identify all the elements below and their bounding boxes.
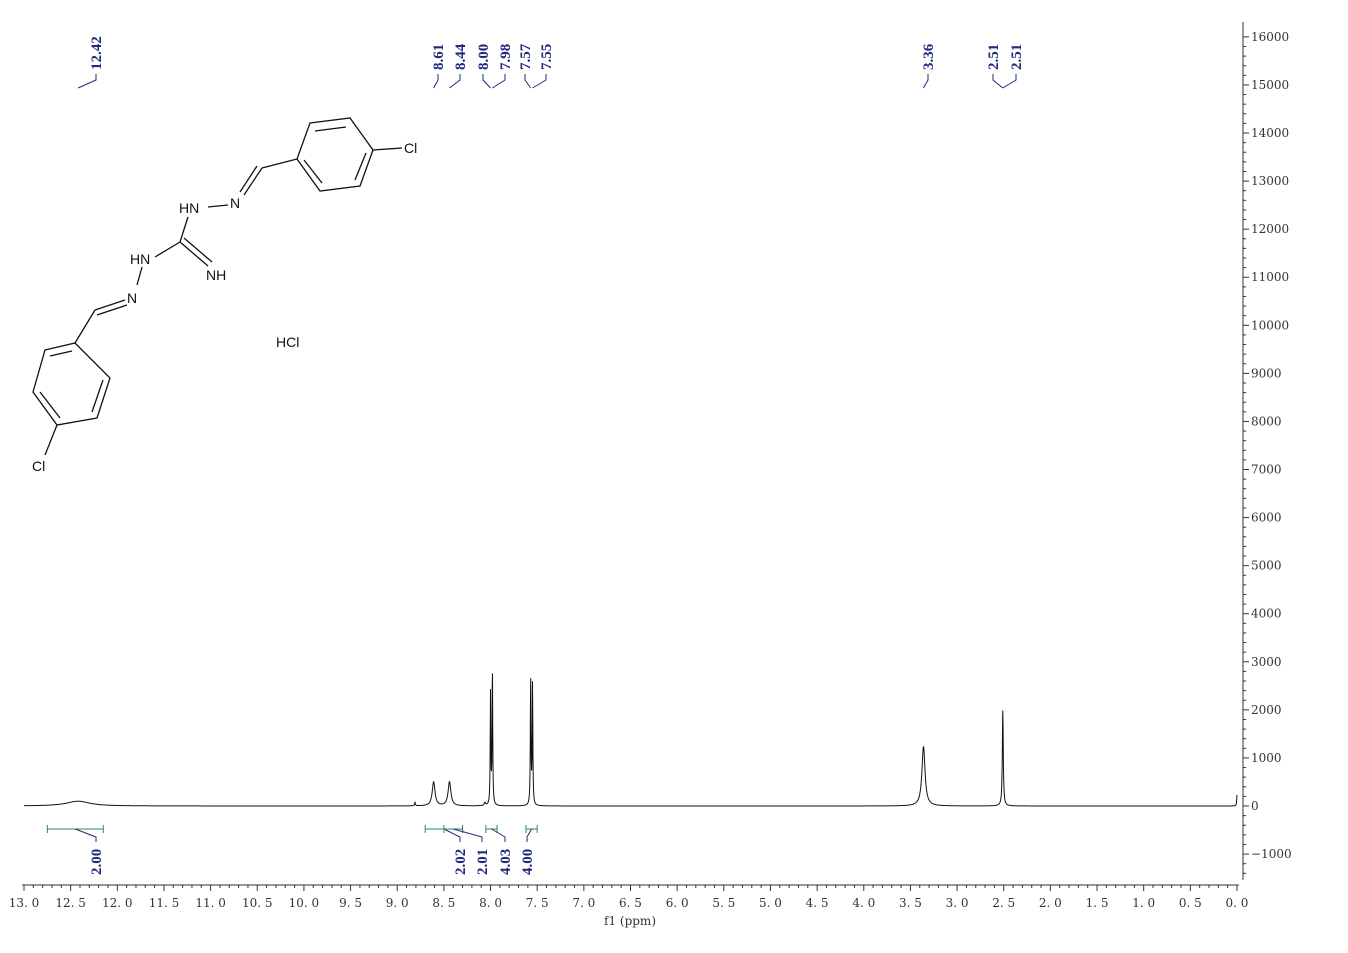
peak-label-connector-5 xyxy=(524,74,532,89)
x-tick-label-18: 4. 0 xyxy=(852,896,875,910)
y-tick-label-15: 1000 xyxy=(1251,751,1282,765)
integral-connector-4 xyxy=(526,828,533,842)
x-tick-label-23: 1. 5 xyxy=(1086,896,1109,910)
mol-label-hcl: HCl xyxy=(276,334,299,350)
y-tick-label-6: 10000 xyxy=(1251,318,1289,332)
y-tick-label-2: 14000 xyxy=(1251,126,1289,140)
peak-label-0: 12.42 xyxy=(89,36,105,70)
y-tick-label-11: 5000 xyxy=(1251,559,1282,573)
molecule-structure xyxy=(32,117,403,456)
integral-label-0: 2.00 xyxy=(89,849,105,875)
x-tick-label-5: 10. 5 xyxy=(242,896,273,910)
y-tick-label-17: −1000 xyxy=(1251,847,1292,861)
x-tick-label-13: 6. 5 xyxy=(619,896,642,910)
y-tick-label-7: 9000 xyxy=(1251,366,1282,380)
peak-label-1: 8.61 xyxy=(431,44,447,70)
x-tick-label-12: 7. 0 xyxy=(572,896,595,910)
x-tick-label-10: 8. 0 xyxy=(479,896,502,910)
mol-label-hn-upper: HN xyxy=(179,200,199,216)
integrals-group: 2.00 2.02 2.01 4.03 4.00 xyxy=(46,825,538,875)
mol-label-cl-bottom: Cl xyxy=(32,458,45,474)
mol-label-n-upper: N xyxy=(230,195,240,211)
y-tick-label-16: 0 xyxy=(1251,799,1259,813)
peak-label-3: 8.00 xyxy=(476,44,492,70)
x-tick-label-14: 6. 0 xyxy=(666,896,689,910)
y-tick-label-1: 15000 xyxy=(1251,78,1289,92)
spectrum-line xyxy=(23,673,1238,807)
mol-label-cl-top: Cl xyxy=(404,140,417,156)
x-tick-label-22: 2. 0 xyxy=(1039,896,1062,910)
integral-connector-2 xyxy=(453,828,483,842)
x-axis-title: f1 (ppm) xyxy=(604,914,656,928)
integral-connector-0 xyxy=(75,828,97,842)
peak-label-2: 8.44 xyxy=(453,43,469,70)
mol-label-n-lower: N xyxy=(127,290,137,306)
peak-label-connector-0 xyxy=(77,74,97,89)
y-tick-label-0: 16000 xyxy=(1251,30,1289,44)
spectrum-group xyxy=(23,673,1238,807)
y-tick-label-12: 4000 xyxy=(1251,607,1282,621)
x-tick-label-1: 12. 5 xyxy=(55,896,86,910)
x-tick-label-19: 3. 5 xyxy=(899,896,922,910)
integral-label-3: 4.03 xyxy=(498,849,514,875)
peak-label-connector-7 xyxy=(923,74,929,89)
peak-label-connector-9 xyxy=(1002,74,1017,89)
peak-label-9: 2.51 xyxy=(1009,44,1025,70)
x-tick-label-2: 12. 0 xyxy=(102,896,133,910)
integral-label-1: 2.02 xyxy=(453,849,469,875)
y-tick-label-9: 7000 xyxy=(1251,463,1282,477)
peak-label-8: 2.51 xyxy=(986,44,1002,70)
mol-label-hn-lower: HN xyxy=(130,251,150,267)
x-tick-label-24: 1. 0 xyxy=(1132,896,1155,910)
peak-label-connector-3 xyxy=(482,74,491,89)
x-tick-label-20: 3. 0 xyxy=(946,896,969,910)
lower-benzene-ring xyxy=(32,342,111,426)
mol-label-nh: NH xyxy=(206,267,226,283)
x-tick-label-26: 0. 0 xyxy=(1226,896,1249,910)
peak-label-connector-2 xyxy=(449,74,461,89)
integral-connector-1 xyxy=(443,828,461,842)
x-tick-label-6: 10. 0 xyxy=(289,896,320,910)
peak-label-connector-8 xyxy=(992,74,1004,89)
integral-label-4: 4.00 xyxy=(520,849,536,875)
peak-label-5: 7.57 xyxy=(518,43,534,70)
x-tick-label-8: 9. 0 xyxy=(386,896,409,910)
peak-labels-group: 12.42 8.61 8.44 8.00 7.98 7.57 7.55 3.36 2.51 2.5… xyxy=(77,36,1025,89)
integral-connector-3 xyxy=(491,828,506,842)
integral-label-2: 2.01 xyxy=(475,849,491,875)
peak-label-4: 7.98 xyxy=(498,44,514,70)
peak-label-7: 3.36 xyxy=(921,43,937,70)
x-tick-label-11: 7. 5 xyxy=(526,896,549,910)
x-tick-label-4: 11. 0 xyxy=(195,896,226,910)
y-tick-label-4: 12000 xyxy=(1251,222,1289,236)
x-tick-label-16: 5. 0 xyxy=(759,896,782,910)
y-tick-label-8: 8000 xyxy=(1251,414,1282,428)
peak-label-connector-4 xyxy=(492,74,506,89)
y-tick-label-10: 6000 xyxy=(1251,511,1282,525)
axes: 13. 0 12. 5 12. 0 11. 5 11. 0 10. 5 10. 0 9. 5 9… xyxy=(9,22,1292,910)
x-tick-label-17: 4. 5 xyxy=(806,896,829,910)
peak-label-6: 7.55 xyxy=(539,44,555,70)
peak-label-connector-1 xyxy=(433,74,439,89)
x-tick-label-0: 13. 0 xyxy=(9,896,40,910)
x-tick-label-15: 5. 5 xyxy=(712,896,735,910)
y-tick-label-3: 13000 xyxy=(1251,174,1289,188)
y-tick-label-13: 3000 xyxy=(1251,655,1282,669)
x-tick-label-25: 0. 5 xyxy=(1179,896,1202,910)
x-tick-label-3: 11. 5 xyxy=(149,896,180,910)
peak-label-connector-6 xyxy=(532,74,547,89)
y-tick-label-14: 2000 xyxy=(1251,703,1282,717)
x-tick-label-7: 9. 5 xyxy=(339,896,362,910)
x-tick-label-9: 8. 5 xyxy=(432,896,455,910)
x-tick-label-21: 2. 5 xyxy=(992,896,1015,910)
y-tick-label-5: 11000 xyxy=(1251,270,1289,284)
